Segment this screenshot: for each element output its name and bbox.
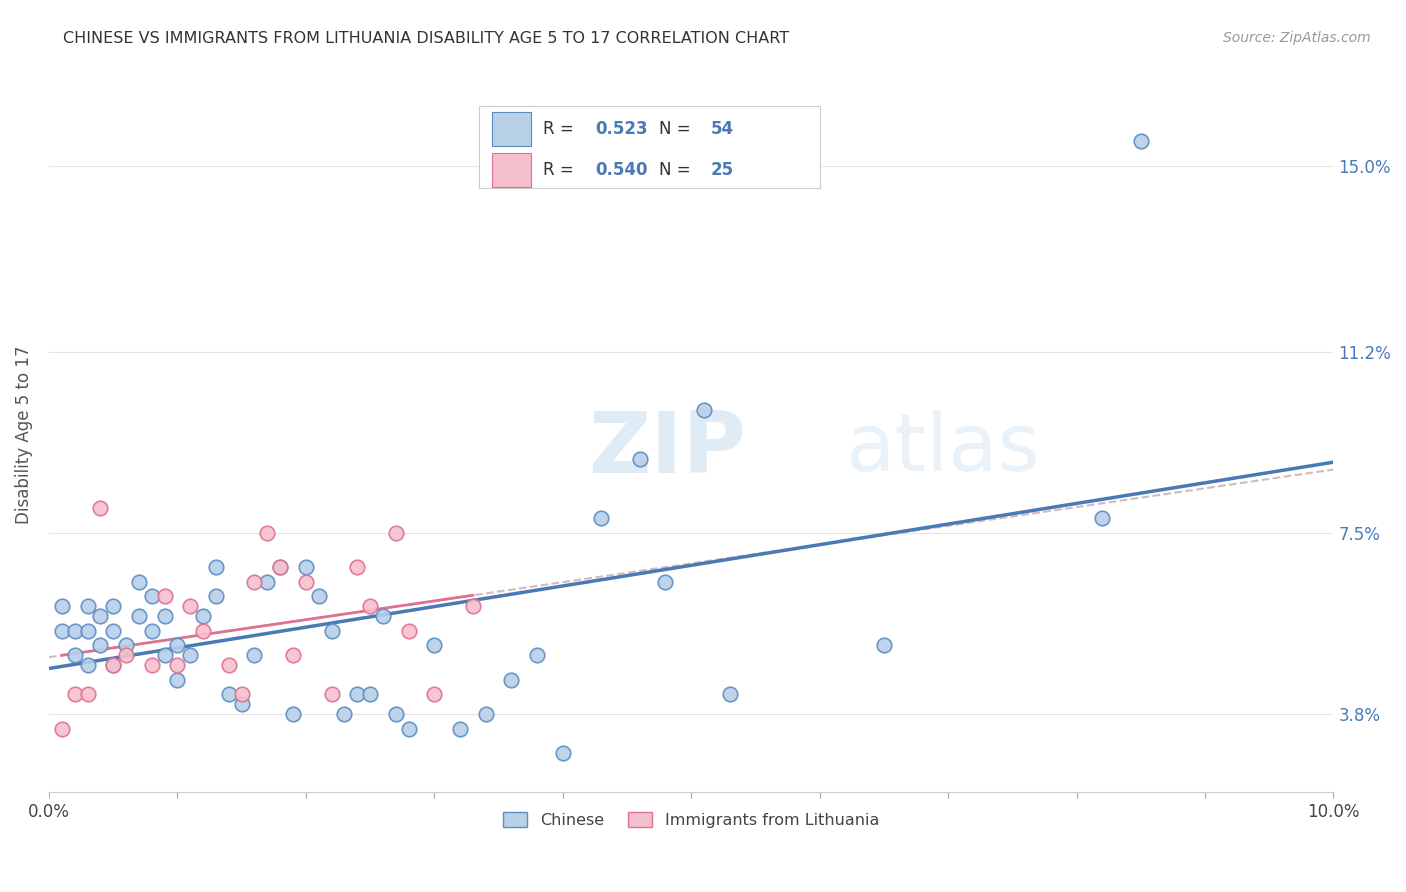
Text: R =: R = [544,120,579,138]
Text: 54: 54 [710,120,734,138]
Point [384,706,406,721]
Bar [492,112,530,146]
Legend: Chinese, Immigrants from Lithuania: Chinese, Immigrants from Lithuania [496,805,886,834]
Text: R =: R = [544,161,579,179]
Point [1129,134,1152,148]
Text: N =: N = [659,161,696,179]
Point [551,746,574,760]
Point [205,560,228,574]
Point [51,599,73,614]
Point [166,658,188,673]
Point [51,624,73,638]
Point [346,560,368,574]
Point [76,658,98,673]
Point [218,687,240,701]
Point [89,639,111,653]
Text: N =: N = [659,120,696,138]
Point [103,599,125,614]
Point [398,624,420,638]
Point [423,687,446,701]
Point [295,574,318,589]
Point [128,574,150,589]
Point [231,687,253,701]
Point [179,648,201,663]
Point [191,609,214,624]
Point [269,560,291,574]
Point [166,673,188,687]
Point [141,624,163,638]
Point [256,525,278,540]
Point [718,687,741,701]
Point [281,706,304,721]
Point [371,609,394,624]
Point [384,525,406,540]
Point [166,639,188,653]
Point [693,403,716,417]
Point [243,648,266,663]
Point [153,590,176,604]
Point [115,648,138,663]
FancyBboxPatch shape [479,106,820,188]
Point [398,722,420,736]
Point [321,687,343,701]
Point [103,658,125,673]
Point [269,560,291,574]
Point [179,599,201,614]
Point [153,609,176,624]
Point [333,706,356,721]
Point [128,609,150,624]
Point [321,624,343,638]
Point [501,673,523,687]
Point [191,624,214,638]
Text: 0.540: 0.540 [595,161,647,179]
Point [449,722,471,736]
Point [243,574,266,589]
Text: 0.523: 0.523 [595,120,648,138]
Y-axis label: Disability Age 5 to 17: Disability Age 5 to 17 [15,345,32,524]
Point [218,658,240,673]
Text: atlas: atlas [845,410,1039,488]
Point [231,697,253,711]
Point [346,687,368,701]
Point [76,624,98,638]
Point [103,658,125,673]
Text: 25: 25 [710,161,734,179]
Point [423,639,446,653]
Point [103,624,125,638]
Point [873,639,896,653]
Point [51,722,73,736]
Point [76,687,98,701]
Point [76,599,98,614]
Point [141,590,163,604]
Point [205,590,228,604]
Point [141,658,163,673]
Point [153,648,176,663]
Point [359,599,381,614]
Point [461,599,484,614]
Point [256,574,278,589]
Point [308,590,330,604]
Point [63,624,86,638]
Text: CHINESE VS IMMIGRANTS FROM LITHUANIA DISABILITY AGE 5 TO 17 CORRELATION CHART: CHINESE VS IMMIGRANTS FROM LITHUANIA DIS… [63,31,789,46]
Point [526,648,548,663]
Point [1091,511,1114,525]
Point [628,452,651,467]
Point [115,639,138,653]
Bar [492,153,530,187]
Point [474,706,496,721]
Text: Source: ZipAtlas.com: Source: ZipAtlas.com [1223,31,1371,45]
Point [89,609,111,624]
Point [281,648,304,663]
Point [63,687,86,701]
Point [89,501,111,516]
Point [295,560,318,574]
Point [359,687,381,701]
Point [591,511,613,525]
Point [654,574,676,589]
Text: ZIP: ZIP [589,408,747,491]
Point [63,648,86,663]
